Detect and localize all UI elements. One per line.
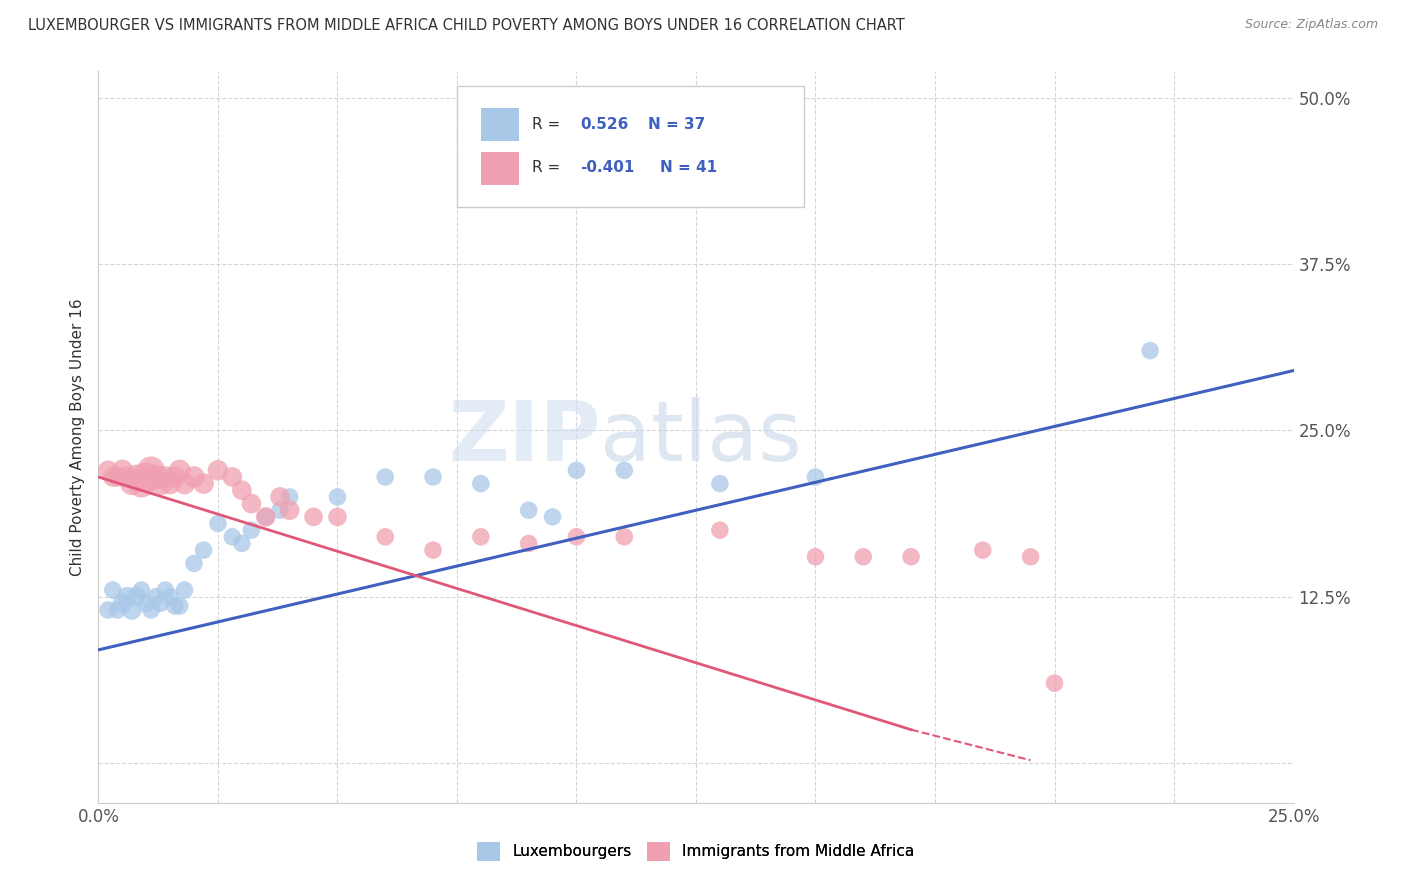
Text: N = 37: N = 37 <box>648 117 706 131</box>
Point <box>145 470 167 484</box>
Point <box>900 549 922 564</box>
Point <box>804 470 827 484</box>
Point <box>852 549 875 564</box>
Point <box>207 516 229 531</box>
Point <box>131 476 153 491</box>
Point <box>101 470 124 484</box>
Point <box>613 463 636 477</box>
Point <box>1043 676 1066 690</box>
Point <box>125 470 148 484</box>
Point <box>541 509 564 524</box>
Text: LUXEMBOURGER VS IMMIGRANTS FROM MIDDLE AFRICA CHILD POVERTY AMONG BOYS UNDER 16 : LUXEMBOURGER VS IMMIGRANTS FROM MIDDLE A… <box>28 18 905 33</box>
Point <box>173 476 195 491</box>
Point <box>231 536 253 550</box>
Bar <box>481 108 519 141</box>
Point <box>302 509 325 524</box>
Point <box>326 490 349 504</box>
Point <box>155 470 177 484</box>
Point <box>326 509 349 524</box>
Point <box>139 603 162 617</box>
Text: N = 41: N = 41 <box>661 161 717 176</box>
Point <box>231 483 253 498</box>
Point <box>159 476 181 491</box>
Point <box>131 582 153 597</box>
Point <box>269 490 291 504</box>
Point <box>709 523 731 537</box>
Point <box>240 497 263 511</box>
Text: -0.401: -0.401 <box>581 161 634 176</box>
Point <box>517 536 540 550</box>
Point <box>135 596 157 610</box>
Point <box>101 582 124 597</box>
Point <box>1139 343 1161 358</box>
Point <box>470 476 492 491</box>
Point <box>107 470 129 484</box>
Point <box>254 509 277 524</box>
Point <box>149 596 172 610</box>
Point <box>125 590 148 604</box>
Point <box>145 590 167 604</box>
Point <box>169 463 191 477</box>
Point <box>97 463 120 477</box>
Point <box>565 530 588 544</box>
Text: R =: R = <box>533 117 565 131</box>
Point <box>804 549 827 564</box>
Point <box>97 603 120 617</box>
Point <box>149 476 172 491</box>
Point <box>159 590 181 604</box>
Point <box>163 599 186 613</box>
Point <box>374 530 396 544</box>
Point <box>183 557 205 571</box>
Y-axis label: Child Poverty Among Boys Under 16: Child Poverty Among Boys Under 16 <box>69 298 84 576</box>
Point <box>173 582 195 597</box>
Text: Source: ZipAtlas.com: Source: ZipAtlas.com <box>1244 18 1378 31</box>
Point <box>422 543 444 558</box>
Legend: Luxembourgers, Immigrants from Middle Africa: Luxembourgers, Immigrants from Middle Af… <box>470 834 922 868</box>
Point <box>135 470 157 484</box>
Text: R =: R = <box>533 161 565 176</box>
Text: atlas: atlas <box>600 397 801 477</box>
Point <box>115 590 138 604</box>
Point <box>221 470 243 484</box>
Point <box>115 470 138 484</box>
Point <box>221 530 243 544</box>
Point <box>613 530 636 544</box>
Point <box>240 523 263 537</box>
Point <box>155 582 177 597</box>
Point <box>111 596 134 610</box>
Point <box>517 503 540 517</box>
Point <box>374 470 396 484</box>
Point <box>254 509 277 524</box>
Point <box>121 476 143 491</box>
Text: 0.526: 0.526 <box>581 117 628 131</box>
Point <box>709 476 731 491</box>
Point <box>111 463 134 477</box>
Point <box>183 470 205 484</box>
Point <box>193 476 215 491</box>
Point <box>972 543 994 558</box>
Point <box>193 543 215 558</box>
Bar <box>481 152 519 185</box>
Point <box>207 463 229 477</box>
Point <box>269 503 291 517</box>
Point <box>278 503 301 517</box>
Point <box>107 603 129 617</box>
Point <box>169 599 191 613</box>
Point <box>139 463 162 477</box>
Point <box>470 530 492 544</box>
Text: ZIP: ZIP <box>449 397 600 477</box>
Point <box>565 463 588 477</box>
Point <box>422 470 444 484</box>
Point <box>1019 549 1042 564</box>
Point <box>121 603 143 617</box>
Point <box>278 490 301 504</box>
FancyBboxPatch shape <box>457 86 804 207</box>
Point <box>163 470 186 484</box>
